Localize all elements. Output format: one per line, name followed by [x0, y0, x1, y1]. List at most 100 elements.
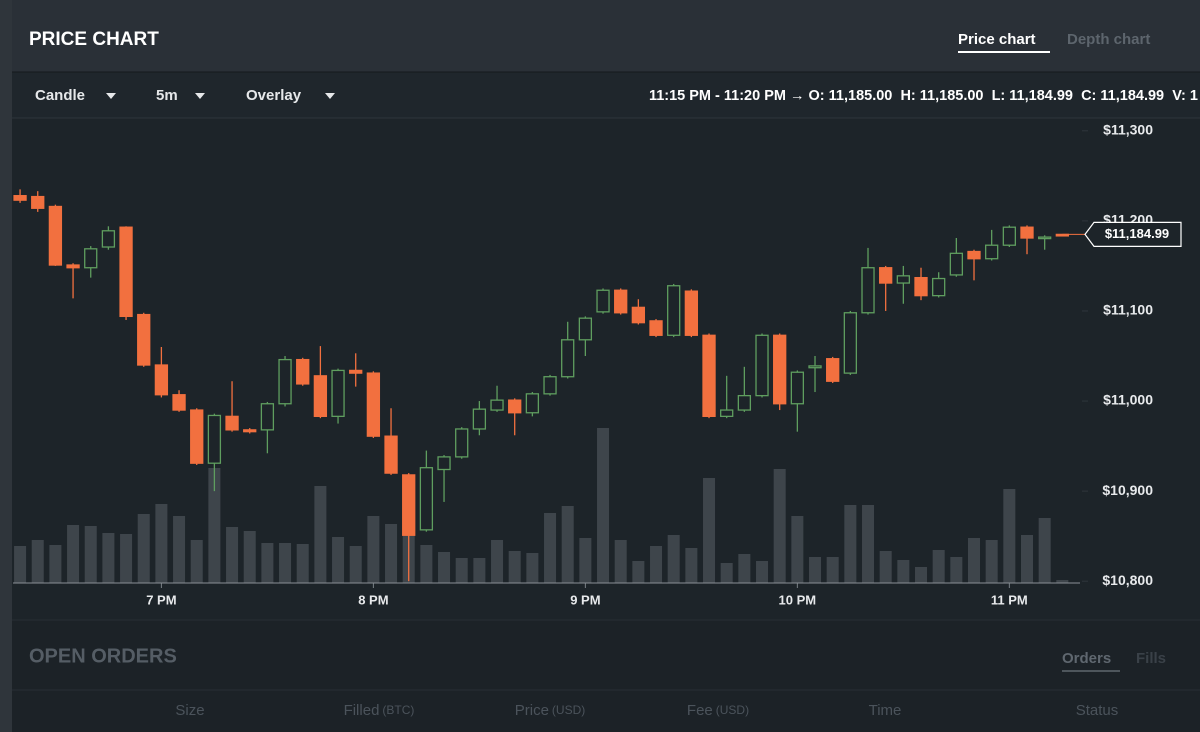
tab[interactable]: Orders [1062, 650, 1111, 667]
tab[interactable]: Fills [1136, 650, 1166, 667]
ohlc-value: 1 [1190, 88, 1198, 104]
volume-bar [279, 543, 292, 583]
volume-bar [314, 486, 327, 583]
y-tick-label: $11,100 [1103, 302, 1153, 318]
candle-body [720, 409, 734, 418]
column-unit: (BTC) [382, 703, 414, 717]
column-unit: (USD) [716, 703, 749, 717]
volume-bar [897, 560, 910, 583]
orders-area [12, 620, 1200, 732]
candle-body [790, 371, 805, 405]
candle-body [419, 467, 434, 531]
ohlc-label: C: [1081, 88, 1096, 104]
dropdown[interactable]: 5m [156, 87, 178, 104]
candle-body [349, 369, 363, 374]
volume-bar [879, 551, 892, 583]
candle-body [490, 399, 504, 411]
column-header: Fee (USD) [687, 702, 749, 719]
volume-bar [420, 545, 433, 583]
volume-bar [243, 531, 256, 583]
candle-body [861, 267, 875, 314]
volume-bar [862, 505, 875, 583]
ohlc-label: V: [1172, 88, 1186, 104]
candle-body [1002, 226, 1016, 246]
x-tick-label: 11 PM [991, 592, 1028, 607]
candle-body [13, 195, 27, 201]
candle-body [402, 474, 416, 536]
volume-bar [332, 537, 345, 583]
volume-bar [703, 478, 716, 583]
candle-body [755, 334, 769, 397]
volume-bar [756, 561, 769, 583]
candle-body [260, 403, 275, 431]
volume-bar [932, 550, 945, 583]
candle-body [525, 393, 540, 414]
left-edge [0, 0, 12, 732]
dropdown[interactable]: Candle [35, 87, 85, 104]
candle-body [1020, 226, 1034, 239]
volume-bar [632, 561, 645, 583]
candle-body [808, 365, 822, 369]
candle-body [331, 369, 345, 418]
volume-bar [296, 544, 309, 583]
candle-body [578, 317, 593, 341]
candle-body [949, 252, 963, 276]
candle-body [384, 435, 398, 474]
column-header: Time [869, 702, 902, 719]
volume-bar [1020, 535, 1034, 583]
x-tick-label: 10 PM [779, 592, 817, 607]
volume-bar [809, 557, 822, 583]
candle-body [543, 376, 557, 395]
volume-bar [349, 546, 362, 583]
volume-bar [1003, 489, 1016, 583]
candle-body [932, 277, 946, 297]
volume-bar [650, 546, 663, 583]
volume-bar [614, 540, 627, 583]
column-name: Time [869, 702, 902, 719]
header-bar [12, 0, 1200, 72]
candle-body [596, 289, 610, 313]
candle-body [737, 394, 752, 411]
y-tick-label: $10,900 [1102, 482, 1153, 498]
ohlc-readout: 11:15 PM - 11:20 PM → O: 11,185.00 H: 11… [649, 88, 1198, 104]
column-name: Price [515, 702, 549, 719]
volume-bar [561, 506, 574, 583]
volume-bar [14, 546, 27, 583]
candle-body [455, 428, 469, 458]
column-header: Status [1076, 702, 1119, 719]
x-tick-label: 7 PM [146, 592, 176, 607]
volume-bar [190, 540, 203, 583]
candle-body [172, 394, 186, 411]
volume-bar [49, 545, 62, 583]
candle-body [101, 230, 116, 248]
volume-bar [667, 535, 680, 583]
candle-body [437, 456, 451, 471]
candle-body [879, 267, 893, 284]
candle-body [48, 205, 63, 266]
volume-bar [173, 516, 186, 583]
volume-bar [985, 540, 998, 583]
dropdown-arrow [195, 93, 205, 99]
column-header: Filled (BTC) [344, 702, 415, 719]
candle-body [1038, 236, 1052, 240]
orders-title: OPEN ORDERS [29, 645, 177, 667]
volume-bar [367, 516, 380, 583]
dropdown[interactable]: Overlay [246, 87, 302, 104]
x-tick-label: 9 PM [570, 592, 600, 607]
candle-body [366, 372, 381, 437]
volume-bar [508, 551, 521, 583]
volume-bar [84, 526, 97, 583]
ohlc-value: 11,185.00 [920, 88, 984, 104]
candle-body [472, 408, 487, 430]
y-tick-label: $10,800 [1102, 572, 1153, 588]
volume-bar [1038, 518, 1051, 583]
candle-body [84, 248, 98, 269]
tab[interactable]: Price chart [958, 31, 1036, 48]
candle-body [614, 289, 628, 314]
candle-body [119, 226, 133, 318]
y-tick-label: $11,300 [1103, 122, 1153, 138]
column-name: Size [175, 702, 204, 719]
tab[interactable]: Depth chart [1067, 31, 1150, 48]
candle-body [684, 290, 699, 336]
dropdown-arrow [325, 93, 335, 99]
